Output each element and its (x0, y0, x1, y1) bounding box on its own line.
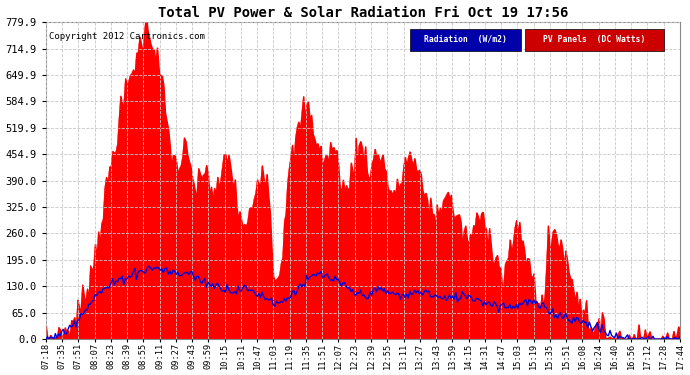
Text: Radiation  (W/m2): Radiation (W/m2) (424, 35, 507, 44)
FancyBboxPatch shape (524, 29, 664, 51)
Title: Total PV Power & Solar Radiation Fri Oct 19 17:56: Total PV Power & Solar Radiation Fri Oct… (158, 6, 568, 20)
Text: Copyright 2012 Cartronics.com: Copyright 2012 Cartronics.com (49, 32, 205, 40)
FancyBboxPatch shape (411, 29, 522, 51)
Text: PV Panels  (DC Watts): PV Panels (DC Watts) (543, 35, 646, 44)
